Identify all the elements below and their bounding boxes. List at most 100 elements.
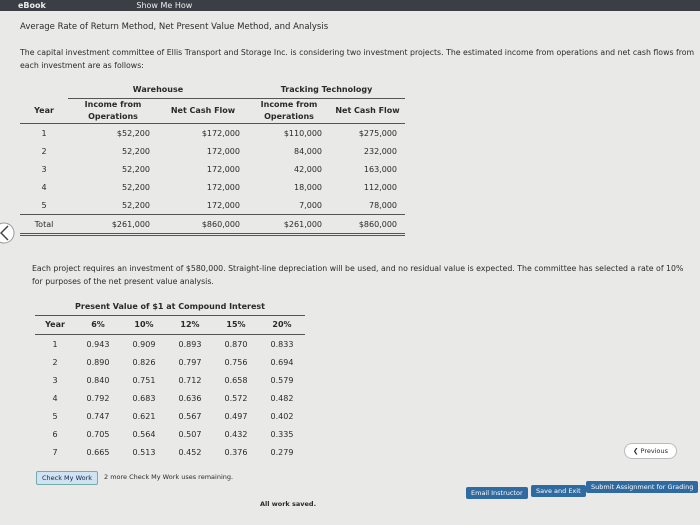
column-header: Income from Operations: [248, 98, 330, 124]
cell: 0.683: [132, 393, 156, 403]
pv-table: Present Value of $1 at Compound Interest…: [35, 297, 305, 461]
intro: The capital investment committee of Elli…: [20, 48, 695, 70]
cell: 18,000: [294, 182, 322, 192]
cell: 4: [41, 182, 47, 192]
cell: 0.658: [224, 375, 248, 385]
cell: 172,000: [206, 164, 240, 174]
header-row: Year 6% 10% 12% 15% 20%: [35, 315, 305, 335]
cell: 0.432: [224, 429, 248, 439]
tab[interactable]: eBook: [18, 1, 46, 10]
row: 5 52,200 172,000 7,000 78,000: [20, 196, 405, 215]
column-header: 6%: [75, 315, 121, 335]
cell: 0.756: [224, 357, 248, 367]
cell: 0.579: [270, 375, 294, 385]
cell: 7: [52, 447, 58, 457]
table-title: Present Value of $1 at Compound Interest: [35, 297, 305, 316]
cell: 0.564: [132, 429, 156, 439]
column-header: Year: [20, 98, 68, 124]
cell: 52,200: [122, 200, 150, 210]
cell: $52,200: [116, 128, 150, 138]
cell: 0.376: [224, 447, 248, 457]
cell: 2: [52, 357, 58, 367]
cell: 5: [52, 411, 58, 421]
prev-chevron[interactable]: [0, 222, 18, 244]
cell: 0.694: [270, 357, 294, 367]
cell: 0.751: [132, 375, 156, 385]
cell: 0.833: [270, 339, 294, 349]
note: Each project requires an investment of $…: [32, 264, 684, 286]
cell: 0.482: [270, 393, 294, 403]
cell: 3: [52, 375, 58, 385]
column-header: 10%: [121, 315, 167, 335]
cell: 42,000: [294, 164, 322, 174]
cell: 0.747: [86, 411, 110, 421]
cell: 1: [52, 339, 58, 349]
cell: 0.636: [178, 393, 202, 403]
cell: 0.797: [178, 357, 202, 367]
cell: 0.402: [270, 411, 294, 421]
top-bar: eBook Show Me How: [0, 0, 700, 11]
cell: $261,000: [68, 214, 158, 236]
row: 1 0.943 0.909 0.893 0.870 0.833: [35, 335, 305, 354]
cell: 84,000: [294, 146, 322, 156]
cell: 163,000: [363, 164, 397, 174]
cell: 172,000: [206, 200, 240, 210]
cell: $860,000: [330, 214, 405, 236]
cell: $172,000: [201, 128, 240, 138]
column-header: Net Cash Flow: [158, 98, 248, 124]
cell: $261,000: [248, 214, 330, 236]
cell: 6: [52, 429, 58, 439]
cell: 4: [52, 393, 58, 403]
cell: 0.665: [86, 447, 110, 457]
column-header: Income from Operations: [68, 98, 158, 124]
row: 2 52,200 172,000 84,000 232,000: [20, 142, 405, 160]
group-row: Warehouse Tracking Technology: [20, 80, 405, 99]
row: 7 0.665 0.513 0.452 0.376 0.279: [35, 443, 305, 461]
cell: 0.909: [132, 339, 156, 349]
cell: 172,000: [206, 146, 240, 156]
cell: 232,000: [363, 146, 397, 156]
row: Total $261,000 $860,000 $261,000 $860,000: [20, 214, 405, 236]
cell: 52,200: [122, 146, 150, 156]
column-header: 12%: [167, 315, 213, 335]
previous-button[interactable]: ❮ Previous: [624, 443, 677, 459]
row: 1 $52,200 $172,000 $110,000 $275,000: [20, 124, 405, 143]
cash-flow-table: Warehouse Tracking Technology Year Income f…: [20, 80, 405, 236]
row: 4 0.792 0.683 0.636 0.572 0.482: [35, 389, 305, 407]
row: 2 0.890 0.826 0.797 0.756 0.694: [35, 353, 305, 371]
status: All work saved.: [260, 500, 317, 508]
cell: 0.792: [86, 393, 110, 403]
cell: 1: [41, 128, 47, 138]
cell: 2: [41, 146, 47, 156]
cell: 0.279: [270, 447, 294, 457]
cell: 52,200: [122, 164, 150, 174]
cell: 78,000: [369, 200, 397, 210]
save-button[interactable]: Save and Exit: [531, 485, 586, 497]
email-button[interactable]: Email Instructor: [466, 487, 528, 499]
cell: 0.840: [86, 375, 110, 385]
row: 4 52,200 172,000 18,000 112,000: [20, 178, 405, 196]
cell: 3: [41, 164, 47, 174]
heading: Average Rate of Return Method, Net Prese…: [20, 22, 329, 32]
title-row: Present Value of $1 at Compound Interest: [35, 297, 305, 316]
column-header: 15%: [213, 315, 259, 335]
cell: 0.497: [224, 411, 248, 421]
cell: $275,000: [358, 128, 397, 138]
cell: 0.452: [178, 447, 202, 457]
cell: 112,000: [363, 182, 397, 192]
cell: 0.893: [178, 339, 202, 349]
cell: 0.621: [132, 411, 156, 421]
cell: 7,000: [299, 200, 322, 210]
column-header: Year: [35, 315, 75, 335]
cell: Total: [20, 214, 68, 236]
row: 5 0.747 0.621 0.567 0.497 0.402: [35, 407, 305, 425]
group-header: Tracking Technology: [248, 80, 405, 99]
tab[interactable]: Show Me How: [136, 1, 193, 10]
cell: 0.712: [178, 375, 202, 385]
header-row: Year Income from Operations Net Cash Flow I…: [20, 98, 405, 124]
submit-button[interactable]: Submit Assignment for Grading: [586, 481, 699, 493]
cell: 5: [41, 200, 47, 210]
row: 6 0.705 0.564 0.507 0.432 0.335: [35, 425, 305, 443]
cell: $110,000: [283, 128, 322, 138]
check-button[interactable]: Check My Work: [36, 471, 99, 485]
